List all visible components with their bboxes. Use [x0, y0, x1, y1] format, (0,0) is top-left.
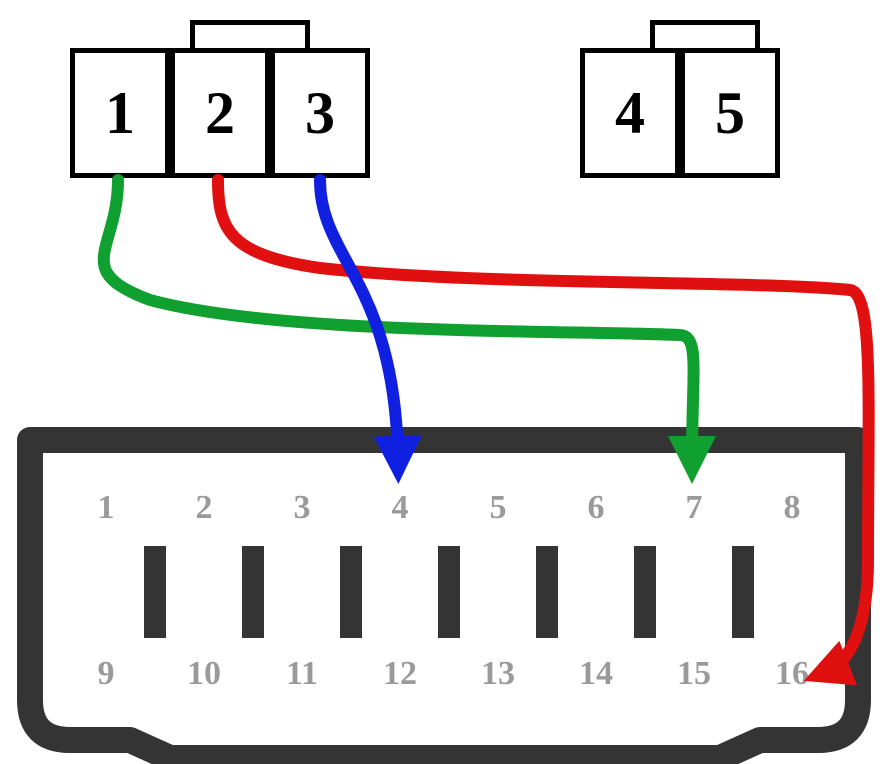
obd-pin-4: 4 — [368, 470, 432, 546]
obd-pin-10: 10 — [172, 636, 236, 712]
obd-pin-label: 12 — [383, 655, 417, 693]
obd-pin-8: 8 — [760, 470, 824, 546]
obd-separator-tooth — [634, 588, 656, 638]
diagram-canvas: 12345 12345678910111213141516 — [0, 0, 888, 764]
obd-pin-12: 12 — [368, 636, 432, 712]
obd-pin-label: 2 — [196, 489, 213, 527]
obd-separator-tooth — [438, 588, 460, 638]
obd-pin-6: 6 — [564, 470, 628, 546]
obd-pin-14: 14 — [564, 636, 628, 712]
obd-separator-tooth — [536, 588, 558, 638]
obd-pin-13: 13 — [466, 636, 530, 712]
obd-pin-3: 3 — [270, 470, 334, 546]
obd-pin-label: 10 — [187, 655, 221, 693]
obd-pin-5: 5 — [466, 470, 530, 546]
obd-pin-label: 8 — [784, 489, 801, 527]
obd-pin-label: 1 — [98, 489, 115, 527]
obd-pin-2: 2 — [172, 470, 236, 546]
obd-pin-label: 4 — [392, 489, 409, 527]
obd-pin-label: 15 — [677, 655, 711, 693]
obd-pin-label: 3 — [294, 489, 311, 527]
obd-separator-tooth — [144, 588, 166, 638]
obd-pin-label: 6 — [588, 489, 605, 527]
obd-separator-tooth — [340, 588, 362, 638]
obd-pin-label: 14 — [579, 655, 613, 693]
obd-pin-11: 11 — [270, 636, 334, 712]
obd-pin-label: 7 — [686, 489, 703, 527]
obd-pin-label: 16 — [775, 655, 809, 693]
obd-pin-label: 5 — [490, 489, 507, 527]
obd-pin-1: 1 — [74, 470, 138, 546]
obd-separator-tooth — [732, 588, 754, 638]
obd-pin-9: 9 — [74, 636, 138, 712]
obd-pin-7: 7 — [662, 470, 726, 546]
obd-pin-15: 15 — [662, 636, 726, 712]
obd-pin-label: 11 — [286, 655, 318, 693]
obd-separator-tooth — [242, 588, 264, 638]
obd-pin-label: 9 — [98, 655, 115, 693]
obd-pin-label: 13 — [481, 655, 515, 693]
obd-pin-16: 16 — [760, 636, 824, 712]
